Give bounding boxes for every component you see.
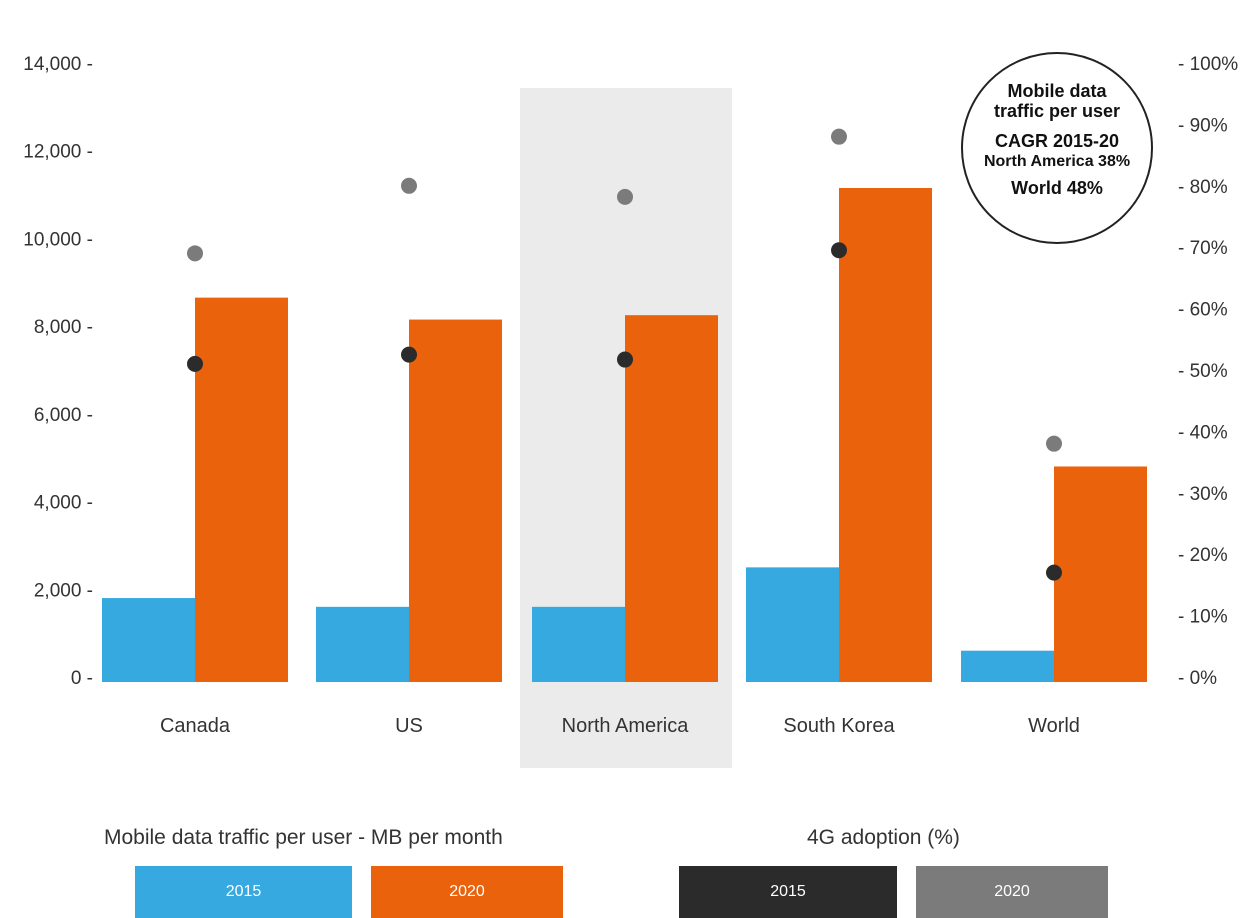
legend-swatch-bar-2015: 2015: [135, 866, 352, 918]
legend-swatch-dot-2020: 2020: [916, 866, 1108, 918]
callout-circle: [961, 52, 1153, 244]
dot-2015-south-korea: [831, 242, 847, 259]
category-label: South Korea: [783, 715, 895, 737]
right-tick-label: - 50%: [1178, 361, 1228, 382]
callout-line1: Mobile data: [1007, 81, 1107, 101]
callout-line3: CAGR 2015-20: [995, 131, 1119, 151]
legend-label-dot-2015: 2015: [770, 883, 806, 900]
right-tick-label: - 100%: [1178, 54, 1238, 75]
dot-2020-south-korea: [831, 128, 847, 145]
category-label: US: [395, 715, 423, 737]
dot-2020-us: [401, 177, 417, 194]
right-tick-label: - 0%: [1178, 668, 1217, 689]
callout-line2: traffic per user: [994, 101, 1120, 121]
dot-2015-north-america: [617, 351, 633, 368]
right-tick-label: - 10%: [1178, 607, 1228, 628]
category-label: North America: [562, 715, 690, 737]
right-tick-label: - 60%: [1178, 300, 1228, 321]
category-labels: Canada US North America South Korea World: [160, 715, 1080, 737]
right-tick-label: - 70%: [1178, 238, 1228, 259]
left-tick-label: 0 -: [71, 668, 93, 689]
bars: [102, 187, 1147, 682]
dot-2015-canada: [187, 355, 203, 372]
right-axis: - 0% - 10% - 20% - 30% - 40% - 50% - 60% - 70% -…: [1178, 54, 1238, 689]
dot-2020-canada: [187, 245, 203, 262]
dot-2015-us: [401, 346, 417, 363]
left-tick-label: 12,000 -: [23, 142, 93, 163]
right-tick-label: - 30%: [1178, 484, 1228, 505]
dot-2015-world: [1046, 564, 1062, 581]
left-tick-label: 6,000 -: [34, 405, 93, 426]
cagr-callout: Mobile data traffic per user CAGR 2015-2…: [961, 52, 1153, 244]
bar-2020-south-korea: [839, 187, 932, 682]
legend-swatch-bar-2020: 2020: [371, 866, 563, 918]
dot-legend-title: 4G adoption (%): [807, 826, 960, 849]
legend-label-bar-2020: 2020: [449, 883, 485, 900]
legend-swatch-dot-2015: 2015: [679, 866, 897, 918]
callout-line4: North America 38%: [984, 153, 1130, 170]
right-tick-label: - 80%: [1178, 177, 1228, 198]
dot-2020-world: [1046, 435, 1062, 452]
bar-2020-north-america: [625, 315, 718, 682]
bar-2020-us: [409, 319, 502, 682]
right-tick-label: - 40%: [1178, 422, 1228, 443]
left-axis: 0 - 2,000 - 4,000 - 6,000 - 8,000 - 10,000 - 1…: [23, 54, 93, 689]
left-tick-label: 10,000 -: [23, 229, 93, 250]
right-tick-label: - 20%: [1178, 545, 1228, 566]
category-label: Canada: [160, 715, 231, 737]
legend-label-bar-2015: 2015: [225, 883, 262, 900]
bar-legend-title: Mobile data traffic per user - MB per mo…: [104, 826, 503, 849]
bar-2020-world: [1054, 466, 1147, 682]
bar-2020-canada: [195, 297, 288, 682]
legend-label-dot-2020: 2020: [994, 883, 1030, 900]
dots: [187, 128, 1062, 581]
bar-2015-south-korea: [746, 567, 839, 682]
bar-2015-canada: [102, 598, 195, 682]
right-tick-label: - 90%: [1178, 115, 1228, 136]
dot-2020-north-america: [617, 188, 633, 205]
bar-2015-us: [316, 606, 409, 682]
bar-2015-north-america: [532, 606, 625, 682]
left-tick-label: 14,000 -: [23, 54, 93, 75]
left-tick-label: 4,000 -: [34, 493, 93, 514]
bar-2015-world: [961, 650, 1054, 682]
left-tick-label: 2,000 -: [34, 580, 93, 601]
callout-line5: World 48%: [1011, 178, 1103, 198]
left-tick-label: 8,000 -: [34, 317, 93, 338]
category-label: World: [1028, 715, 1080, 737]
